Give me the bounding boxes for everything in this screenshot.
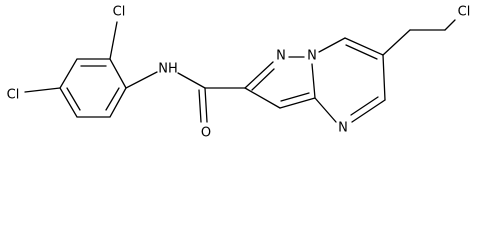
double-bond: [198, 89, 202, 123]
structure-diagram: Cl Cl NH O N N N Cl: [7, 5, 471, 141]
atom-label: Cl: [113, 5, 126, 20]
bond: [382, 54, 386, 101]
double-bond: [244, 61, 274, 89]
bond: [311, 63, 316, 99]
page: {"atoms": {"cl_top": "Cl", "cl_left": "C…: [6, 4, 471, 141]
double-bond: [280, 92, 310, 102]
atom-label: N: [338, 121, 348, 136]
double-bond: [251, 68, 275, 91]
double-bond: [351, 99, 386, 123]
double-bond: [344, 37, 384, 56]
double-bond: [105, 87, 120, 111]
bond: [109, 21, 118, 60]
bond: [125, 71, 158, 89]
bond: [24, 87, 61, 93]
double-bond: [204, 87, 208, 123]
bond: [244, 87, 281, 109]
phenyl-ring: [59, 58, 127, 118]
double-bond: [350, 96, 379, 116]
atom-label: O: [201, 126, 211, 141]
atom-label: NH: [158, 62, 178, 77]
atom-label: N: [276, 49, 286, 64]
bond: [279, 97, 316, 109]
double-bond: [66, 87, 81, 111]
bonds: [24, 19, 456, 123]
bond: [314, 97, 337, 123]
atom-label: Cl: [458, 5, 471, 20]
bond: [318, 37, 346, 53]
bond: [382, 29, 411, 56]
bond: [177, 72, 206, 89]
double-bond: [345, 44, 378, 60]
atom-label: N: [307, 49, 317, 64]
bond: [444, 19, 456, 31]
atom-label: Cl: [7, 88, 20, 103]
